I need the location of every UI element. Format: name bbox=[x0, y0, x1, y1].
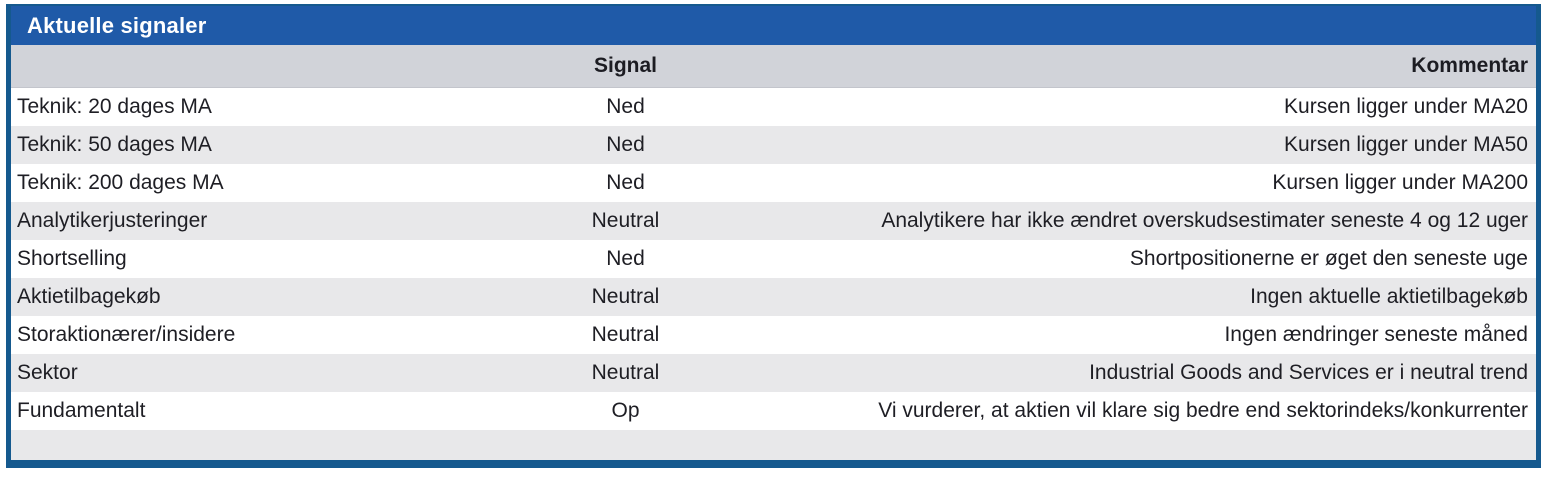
column-header-kommentar: Kommentar bbox=[1411, 54, 1528, 77]
table-row: Teknik: 20 dages MA Ned Kursen ligger un… bbox=[11, 88, 1536, 126]
signal-value: Ned bbox=[606, 247, 645, 270]
row-label: Shortselling bbox=[17, 247, 127, 270]
comment-value: Shortpositionerne er øget den seneste ug… bbox=[1129, 247, 1528, 270]
table-row: Teknik: 50 dages MA Ned Kursen ligger un… bbox=[11, 126, 1536, 164]
table-row: Shortselling Ned Shortpositionerne er øg… bbox=[11, 240, 1536, 278]
comment-value: Ingen ændringer seneste måned bbox=[1224, 323, 1528, 346]
row-label: Teknik: 20 dages MA bbox=[17, 95, 212, 118]
table-row: Fundamentalt Op Vi vurderer, at aktien v… bbox=[11, 392, 1536, 430]
signals-table: Aktuelle signaler Signal Kommentar Tekni… bbox=[6, 4, 1541, 468]
comment-value: Kursen ligger under MA200 bbox=[1272, 171, 1528, 194]
bottom-accent-bar bbox=[11, 460, 1536, 468]
title-bar: Aktuelle signaler bbox=[11, 6, 1536, 45]
comment-value: Industrial Goods and Services er i neutr… bbox=[1089, 361, 1528, 384]
table-row: Aktietilbagekøb Neutral Ingen aktuelle a… bbox=[11, 278, 1536, 316]
comment-value: Ingen aktuelle aktietilbagekøb bbox=[1250, 285, 1528, 308]
comment-value: Analytikere har ikke ændret overskudsest… bbox=[881, 209, 1528, 232]
column-header-signal: Signal bbox=[593, 54, 657, 77]
filler-row bbox=[11, 430, 1536, 460]
table-row: Storaktionærer/insidere Neutral Ingen æn… bbox=[11, 316, 1536, 354]
comment-value: Kursen ligger under MA50 bbox=[1284, 133, 1528, 156]
signal-value: Ned bbox=[606, 171, 645, 194]
signal-value: Neutral bbox=[591, 323, 660, 346]
row-label: Analytikerjusteringer bbox=[17, 209, 208, 232]
comment-value: Vi vurderer, at aktien vil klare sig bed… bbox=[878, 399, 1528, 422]
row-label: Sektor bbox=[17, 361, 78, 384]
signal-value: Ned bbox=[606, 95, 645, 118]
signal-value: Op bbox=[611, 399, 640, 422]
row-label: Teknik: 50 dages MA bbox=[17, 133, 212, 156]
comment-value: Kursen ligger under MA20 bbox=[1284, 95, 1528, 118]
table-row: Teknik: 200 dages MA Ned Kursen ligger u… bbox=[11, 164, 1536, 202]
table-row: Sektor Neutral Industrial Goods and Serv… bbox=[11, 354, 1536, 392]
row-label: Aktietilbagekøb bbox=[17, 285, 161, 308]
signal-value: Ned bbox=[606, 133, 645, 156]
row-label: Storaktionærer/insidere bbox=[17, 323, 236, 346]
page-title: Aktuelle signaler bbox=[27, 12, 207, 38]
row-label: Teknik: 200 dages MA bbox=[17, 171, 224, 194]
header-row: Signal Kommentar bbox=[11, 45, 1536, 88]
table-row: Analytikerjusteringer Neutral Analytiker… bbox=[11, 202, 1536, 240]
signal-value: Neutral bbox=[591, 285, 660, 308]
row-label: Fundamentalt bbox=[17, 399, 146, 422]
signal-value: Neutral bbox=[591, 209, 660, 232]
signal-value: Neutral bbox=[591, 361, 660, 384]
